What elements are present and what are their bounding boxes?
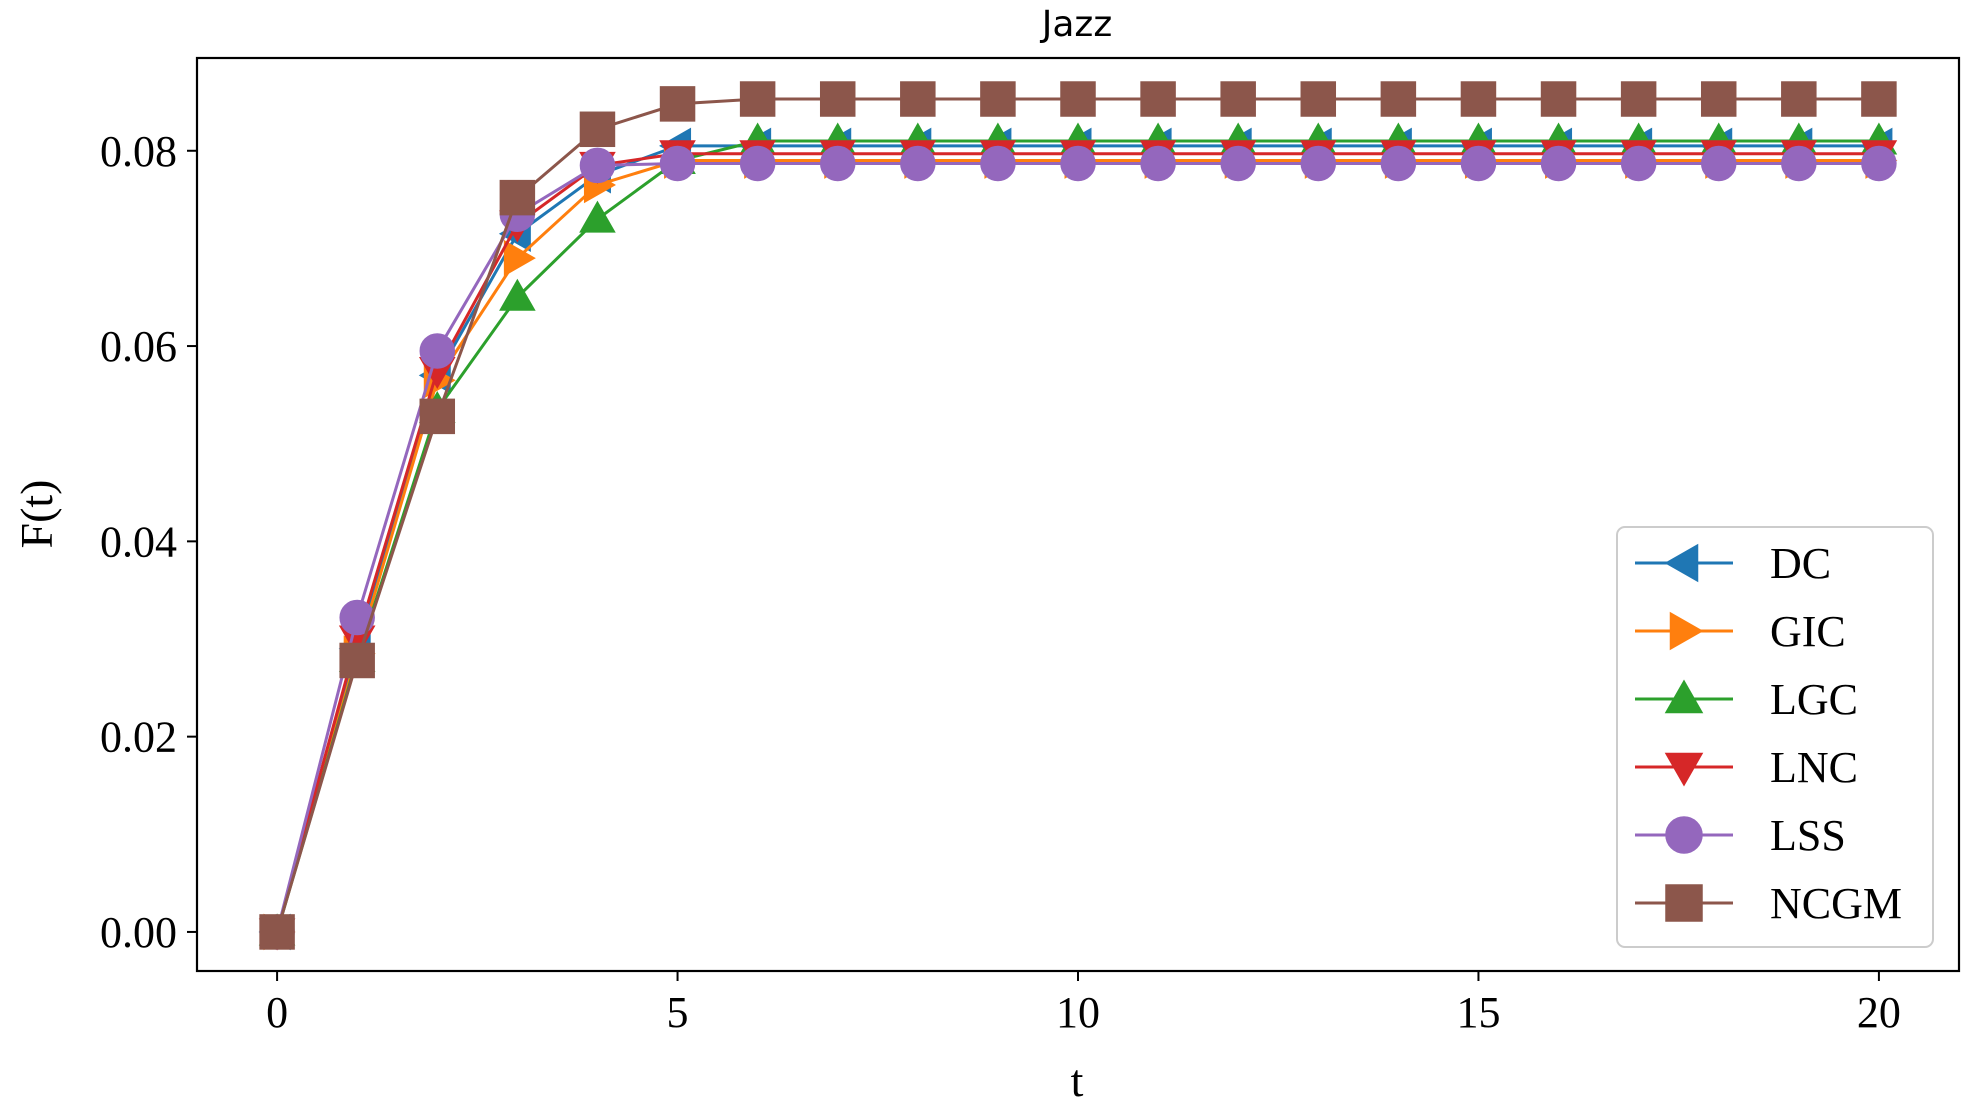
data-point-lss xyxy=(339,599,375,636)
data-point-lss xyxy=(980,145,1016,182)
data-point-ncgm xyxy=(900,81,936,117)
legend-marker xyxy=(1669,611,1704,651)
data-point-lss xyxy=(1700,145,1737,182)
data-point-ncgm xyxy=(1620,81,1657,117)
series-ncgm xyxy=(259,81,1897,950)
data-point-ncgm xyxy=(1540,81,1577,117)
data-point-ncgm xyxy=(739,81,776,117)
x-tick-label: 0 xyxy=(266,988,288,1037)
data-point-lss xyxy=(1140,145,1176,182)
data-point-ncgm xyxy=(1140,81,1176,117)
data-point-ncgm xyxy=(1861,81,1897,117)
data-point-lss xyxy=(1220,145,1256,182)
data-point-ncgm xyxy=(1060,81,1096,117)
legend-label: LNC xyxy=(1770,743,1858,792)
x-tick-label: 10 xyxy=(1056,988,1100,1037)
data-point-lss xyxy=(819,145,856,182)
data-point-ncgm xyxy=(579,111,616,148)
data-point-ncgm xyxy=(499,179,536,216)
data-point-ncgm xyxy=(1220,81,1256,117)
data-point-lgc xyxy=(499,278,536,311)
data-point-ncgm xyxy=(1460,81,1497,117)
data-point-lss xyxy=(1060,145,1096,182)
data-point-ncgm xyxy=(1300,81,1337,117)
legend-marker xyxy=(1664,752,1704,787)
legend-label: GIC xyxy=(1770,607,1846,656)
data-point-lss xyxy=(1380,145,1417,182)
data-point-lss xyxy=(1300,145,1337,182)
data-point-ncgm xyxy=(980,81,1016,117)
x-tick-label: 5 xyxy=(667,988,689,1037)
y-tick-label: 0.04 xyxy=(100,517,177,566)
legend-item-dc: DC xyxy=(1635,539,1831,588)
data-point-lss xyxy=(1620,145,1657,182)
legend-label: LGC xyxy=(1770,675,1858,724)
legend-item-lss: LSS xyxy=(1635,811,1846,860)
data-point-lss xyxy=(419,333,456,369)
data-point-lss xyxy=(739,145,776,182)
x-axis-label: t xyxy=(1071,1055,1084,1102)
legend-item-gic: GIC xyxy=(1635,607,1846,656)
y-axis-label: F(t) xyxy=(11,480,62,549)
data-point-lss xyxy=(1540,145,1577,182)
y-tick-label: 0.08 xyxy=(100,127,177,176)
x-tick-label: 15 xyxy=(1456,988,1500,1037)
data-point-ncgm xyxy=(419,398,456,435)
legend: DC GIC LGC LNC LSS NCGM xyxy=(1616,526,1934,948)
x-axis: 0 5 10 15 20 xyxy=(266,971,1901,1037)
data-point-lss xyxy=(1781,145,1817,182)
plot-area xyxy=(258,81,1898,951)
y-tick-label: 0.02 xyxy=(100,713,177,762)
legend-item-lnc: LNC xyxy=(1635,743,1858,792)
y-tick-label: 0.06 xyxy=(100,322,177,371)
legend-label: LSS xyxy=(1770,811,1846,860)
data-point-gic xyxy=(503,239,536,277)
legend-item-lgc: LGC xyxy=(1635,675,1858,724)
data-point-ncgm xyxy=(659,86,696,122)
data-point-lgc xyxy=(579,200,616,233)
y-tick-label: 0.00 xyxy=(100,908,177,957)
data-point-ncgm xyxy=(819,81,856,117)
data-point-lss xyxy=(1861,145,1897,182)
data-point-lss xyxy=(579,147,616,184)
legend-marker xyxy=(1665,884,1703,922)
legend-marker xyxy=(1664,543,1699,583)
data-point-lss xyxy=(1460,145,1497,182)
data-point-ncgm xyxy=(1700,81,1737,117)
chart-title: Jazz xyxy=(1040,4,1112,45)
data-point-ncgm xyxy=(1380,81,1417,117)
legend-label: DC xyxy=(1770,539,1831,588)
y-axis: 0.00 0.02 0.04 0.06 0.08 xyxy=(100,127,197,957)
data-point-lss xyxy=(900,145,936,182)
data-point-ncgm xyxy=(339,642,375,679)
data-point-ncgm xyxy=(259,914,295,950)
x-tick-label: 20 xyxy=(1857,988,1901,1037)
data-point-lss xyxy=(659,145,696,182)
data-point-ncgm xyxy=(1781,81,1817,117)
legend-label: NCGM xyxy=(1770,879,1902,928)
legend-marker xyxy=(1664,679,1704,714)
legend-item-ncgm: NCGM xyxy=(1635,879,1902,928)
legend-marker xyxy=(1665,816,1703,854)
